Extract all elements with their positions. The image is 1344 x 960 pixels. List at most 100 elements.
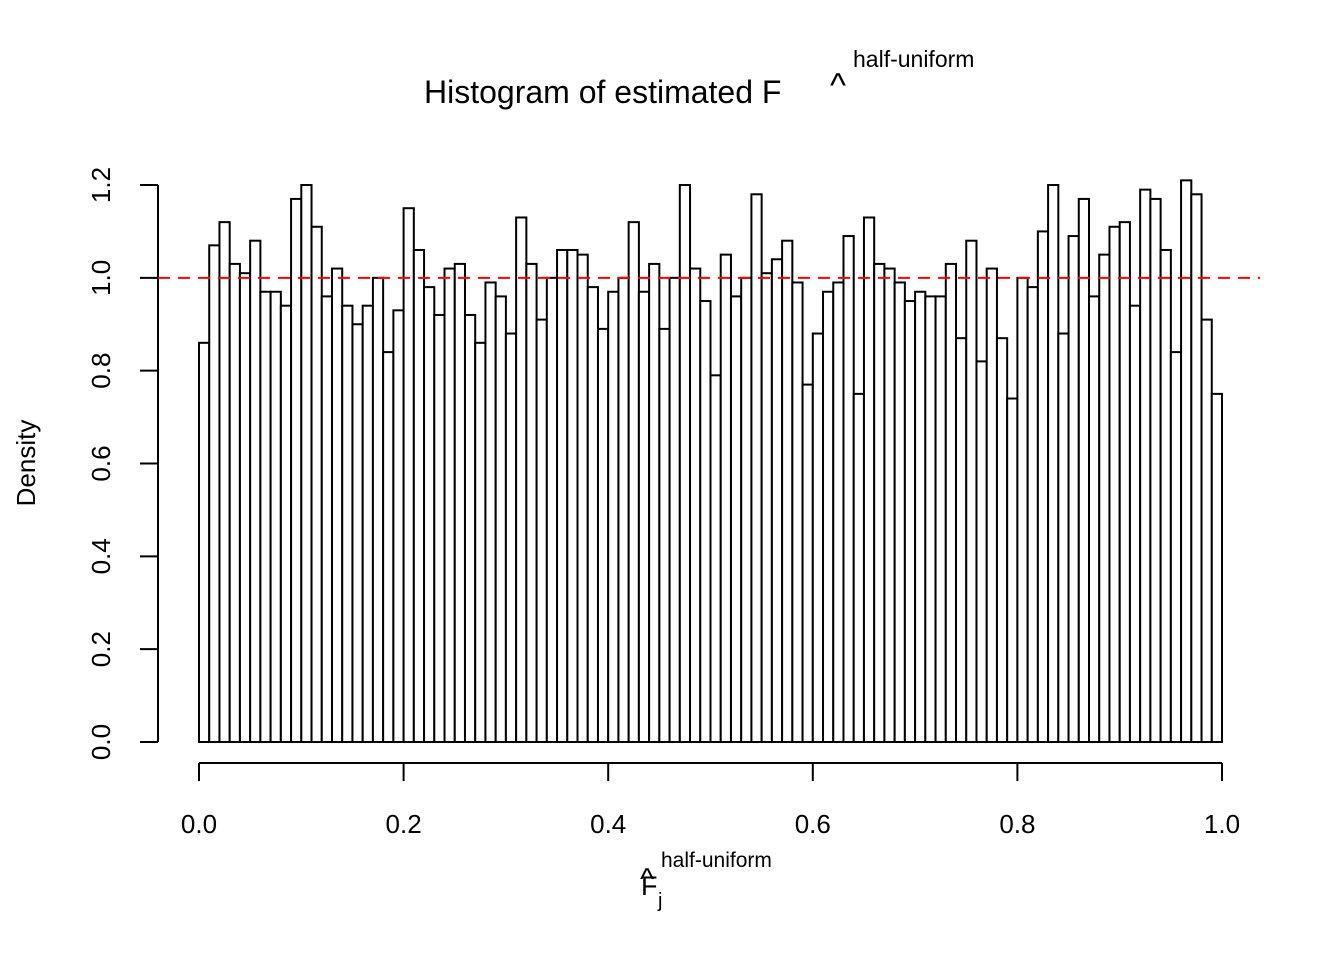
histogram-bar	[556, 248, 569, 743]
histogram-bar	[1180, 179, 1193, 743]
histogram-bar	[1169, 351, 1183, 743]
x-tick-label: 0.8	[999, 809, 1035, 839]
x-axis-label-superscript: half-uniform	[661, 849, 772, 872]
histogram-bar	[300, 184, 313, 743]
y-tick-label: 0.0	[86, 724, 116, 760]
histogram-bar	[269, 290, 282, 743]
histogram-bar	[566, 248, 579, 743]
histogram-bar	[515, 216, 528, 744]
chart-title-group: Histogram of estimated F ^ half-uniform	[424, 46, 974, 110]
y-axis-label: Density	[11, 420, 41, 507]
histogram-bar	[668, 276, 681, 743]
histogram-bar	[228, 262, 241, 743]
histogram-bar	[371, 276, 385, 743]
histogram-bar	[975, 360, 988, 743]
histogram-bar	[392, 309, 405, 743]
histogram-bar	[208, 244, 221, 743]
histogram-bar	[862, 216, 876, 744]
histogram-bar	[1139, 188, 1152, 743]
histogram-bar	[545, 276, 559, 743]
histogram-bar	[873, 262, 886, 743]
histogram-bar	[689, 267, 702, 743]
histogram-bar	[1016, 276, 1029, 743]
x-tick-label: 0.2	[386, 809, 422, 839]
histogram-bar	[586, 286, 599, 743]
x-axis-label-group: F ^ j half-uniform	[640, 849, 772, 912]
histogram-bar	[648, 262, 661, 743]
histogram-bar	[218, 221, 231, 743]
histogram-bar	[729, 295, 743, 743]
histogram-bar	[198, 341, 211, 743]
histogram-bar	[1200, 318, 1213, 743]
histogram-bar	[259, 290, 272, 743]
histogram-bar	[801, 383, 814, 743]
histogram-bar	[1077, 197, 1091, 744]
histogram-bar	[576, 253, 589, 743]
histogram-bar	[965, 239, 978, 743]
histogram-bar	[474, 341, 487, 743]
histogram-bar	[1149, 197, 1162, 744]
histogram-bar	[330, 267, 344, 743]
histogram-bar	[678, 184, 692, 743]
y-tick-label: 0.2	[86, 631, 116, 667]
histogram-bar	[985, 267, 998, 743]
histogram-bar	[443, 267, 456, 743]
histogram-bar	[699, 300, 712, 743]
histogram-bars	[198, 179, 1224, 744]
y-tick-label: 1.0	[86, 260, 116, 296]
histogram-bar	[750, 193, 763, 744]
histogram-bar	[719, 253, 732, 743]
histogram-bar	[341, 304, 354, 743]
chart-title-accent: ^	[830, 67, 846, 105]
x-axis: 0.0 0.2 0.4 0.6 0.8 1.0	[181, 762, 1240, 839]
histogram-bar	[596, 327, 610, 743]
histogram-bar	[412, 248, 426, 743]
histogram-bar	[433, 313, 446, 743]
histogram-bar	[1108, 225, 1121, 743]
histogram-bar	[760, 272, 773, 743]
histogram-bar	[1159, 248, 1172, 743]
histogram-bar	[423, 286, 436, 743]
x-tick-label: 0.4	[590, 809, 626, 839]
histogram-bar	[1210, 392, 1224, 743]
histogram-bar	[382, 351, 395, 743]
histogram-bar	[944, 262, 958, 743]
histogram-bar	[811, 332, 825, 743]
histogram-bar	[740, 276, 753, 743]
histogram-bar	[1047, 184, 1060, 743]
histogram-bar	[453, 262, 466, 743]
histogram-bar	[934, 295, 947, 743]
histogram-bar	[1128, 304, 1142, 743]
histogram-bar	[955, 337, 968, 743]
histogram-bar	[249, 239, 262, 743]
x-axis-label-accent: ^	[640, 863, 654, 896]
histogram-bar	[463, 313, 477, 743]
histogram-bar	[995, 337, 1009, 743]
histogram-bar	[914, 290, 927, 743]
histogram-bar	[238, 272, 252, 743]
histogram-bar	[1057, 332, 1070, 743]
y-tick-label: 0.6	[86, 445, 116, 481]
histogram-bar	[658, 327, 671, 743]
histogram-bar	[1088, 295, 1101, 743]
histogram-bar	[525, 262, 538, 743]
histogram-bar	[770, 258, 784, 743]
histogram-bar	[310, 225, 323, 743]
x-tick-label: 0.0	[181, 809, 217, 839]
histogram-bar	[1067, 235, 1080, 744]
histogram-bar	[637, 290, 651, 743]
histogram-bar	[791, 281, 804, 743]
x-axis-label: F	[641, 871, 658, 901]
histogram-bar	[351, 323, 364, 743]
x-tick-label: 0.6	[795, 809, 831, 839]
histogram-bar	[822, 290, 835, 743]
histogram-bar	[607, 290, 620, 743]
y-tick-label: 1.2	[86, 167, 116, 203]
histogram-bar	[852, 392, 865, 743]
histogram-bar	[709, 374, 722, 743]
histogram-bar	[617, 276, 630, 743]
histogram-bar	[903, 300, 917, 743]
histogram-bar	[402, 207, 415, 744]
x-axis-label-subscript: j	[657, 890, 662, 912]
